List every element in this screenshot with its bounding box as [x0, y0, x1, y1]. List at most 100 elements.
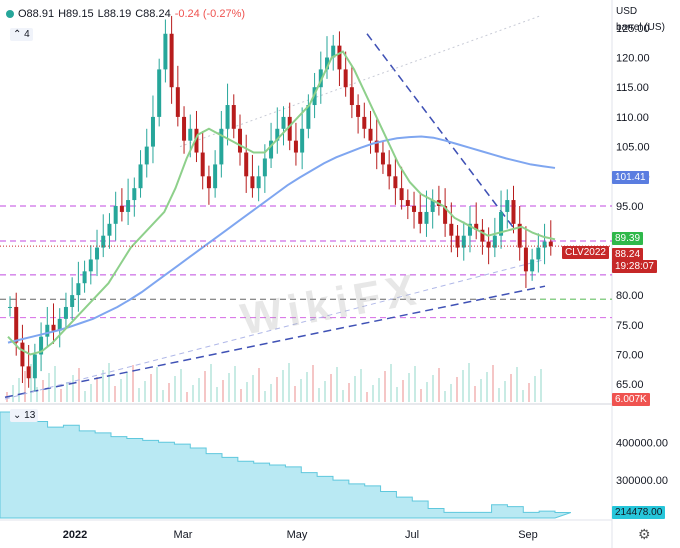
volume-bar	[438, 368, 440, 402]
volume-bar	[348, 383, 350, 402]
candle-body	[26, 366, 31, 379]
y-tick-label: 65.00	[616, 379, 644, 391]
candle-body	[250, 176, 255, 189]
currency-label: USD	[616, 6, 638, 17]
candle-body	[374, 140, 379, 153]
volume-bar	[270, 384, 272, 402]
y-tick-label: 80.00	[616, 290, 644, 302]
candle-body	[219, 128, 224, 165]
volume-bar	[252, 375, 254, 402]
candle-body	[225, 105, 230, 129]
volume-bar	[30, 364, 32, 402]
volume-bar	[408, 373, 410, 402]
volume-bar	[432, 375, 434, 402]
volume-bar	[12, 385, 14, 402]
candle-body	[505, 200, 510, 212]
candle-body	[461, 235, 466, 248]
study-toggle-button[interactable]: ⌃ 4	[10, 28, 33, 41]
volume-bar	[336, 367, 338, 402]
volume-bar	[462, 370, 464, 402]
candle-body	[157, 69, 162, 117]
candle-body	[337, 45, 342, 70]
ma-slow-line	[7, 135, 556, 344]
candle-body	[480, 229, 485, 242]
volume-bar	[288, 363, 290, 402]
candle-body	[548, 241, 553, 247]
candle-body	[449, 223, 454, 236]
volume-bar	[186, 392, 188, 402]
candle-body	[287, 116, 292, 141]
volume-bar	[330, 374, 332, 402]
volume-bar	[24, 371, 26, 402]
candle-body	[306, 105, 311, 129]
volume-bar	[282, 370, 284, 402]
volume-bar	[228, 373, 230, 402]
candle-body	[356, 105, 361, 117]
volume-bar	[306, 372, 308, 402]
volume-bar	[444, 391, 446, 402]
volume-bar	[276, 377, 278, 402]
candle-body	[119, 206, 124, 212]
low-value: L88.19	[97, 8, 132, 20]
volume-bar	[162, 390, 164, 402]
volume-bar	[522, 390, 524, 402]
volume-bar	[96, 377, 98, 402]
volume-bar	[504, 381, 506, 402]
volume-bar	[318, 388, 320, 402]
candle-body	[455, 235, 460, 248]
volume-bar	[120, 379, 122, 402]
change-value: -0.24 (-0.27%)	[174, 8, 246, 20]
candle-body	[424, 211, 429, 224]
volume-bar	[300, 379, 302, 402]
x-tick-label: Mar	[174, 529, 193, 541]
volume-bar	[150, 374, 152, 402]
volume-bar	[354, 376, 356, 402]
candle-body	[88, 259, 93, 272]
candle-body	[256, 176, 261, 189]
ma200-tag: 101.41	[612, 171, 649, 184]
volume-bar	[234, 366, 236, 402]
volume-bar	[384, 371, 386, 402]
candle-body	[169, 33, 174, 88]
volume-bar	[474, 386, 476, 402]
candle-body	[349, 87, 354, 106]
volume-bar	[540, 369, 542, 402]
x-tick-label: Sep	[518, 529, 538, 541]
volume-bar	[192, 385, 194, 402]
volume-bar	[456, 377, 458, 402]
oi-toggle-button[interactable]: ⌄ 13	[10, 409, 39, 422]
gear-icon[interactable]: ⚙	[638, 526, 651, 542]
y-tick-label: 75.00	[616, 320, 644, 332]
candle-body	[368, 128, 373, 141]
volume-bar	[174, 376, 176, 402]
candle-body	[57, 318, 62, 331]
volume-bar	[480, 379, 482, 402]
candle-body	[45, 324, 50, 337]
volume-bar	[258, 368, 260, 402]
volume-bar	[264, 391, 266, 402]
candle-body	[530, 259, 535, 272]
candle-body	[175, 87, 180, 117]
volume-bar	[486, 372, 488, 402]
volume-bar	[204, 371, 206, 402]
candle-body	[237, 128, 242, 153]
candle-body	[63, 306, 68, 319]
volume-bar	[54, 366, 56, 402]
x-tick-label: May	[287, 529, 308, 541]
candle-body	[343, 69, 348, 88]
volume-bar	[36, 387, 38, 402]
volume-bar	[420, 389, 422, 402]
volume-bar	[426, 382, 428, 402]
volume-bar	[78, 368, 80, 402]
candle-body	[182, 116, 187, 141]
candle-body	[405, 200, 410, 206]
candle-body	[150, 116, 155, 147]
candle-body	[443, 206, 448, 224]
candle-body	[20, 342, 25, 367]
candle-body	[430, 200, 435, 212]
volume-bar	[60, 389, 62, 402]
volume-bar	[156, 367, 158, 402]
volume-bar	[324, 381, 326, 402]
volume-bar	[114, 386, 116, 402]
